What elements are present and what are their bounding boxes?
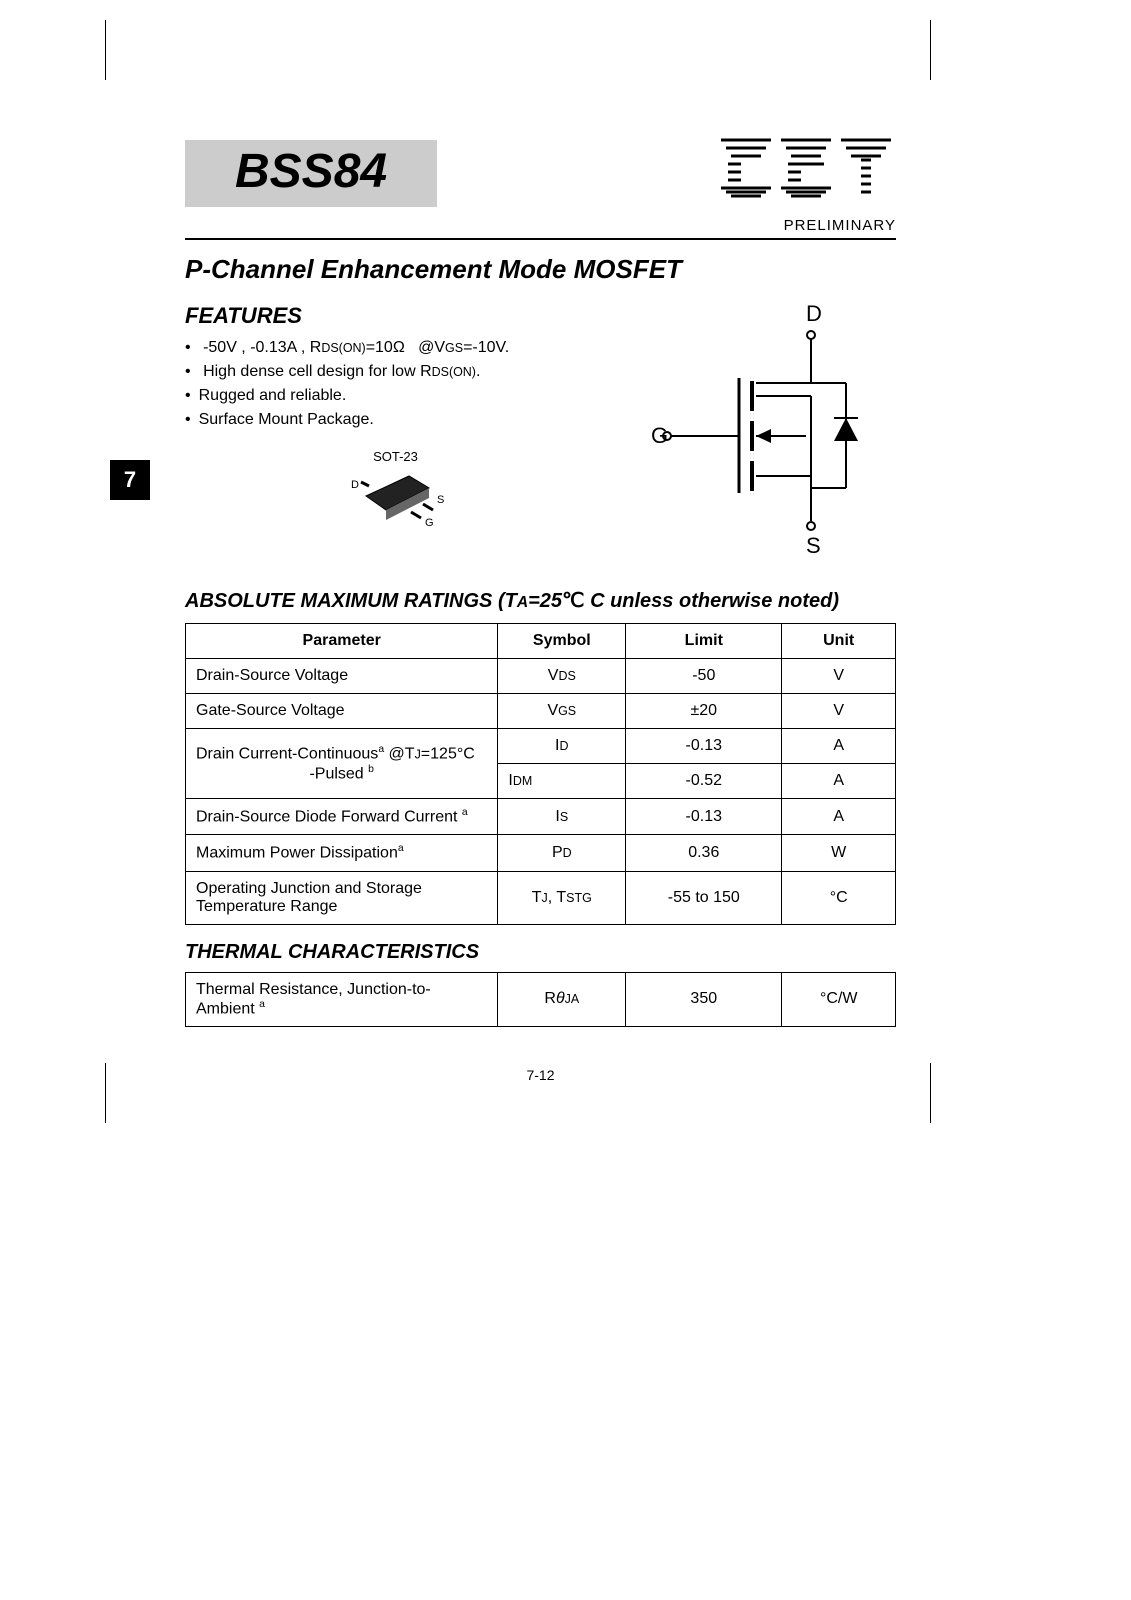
table-row: Operating Junction and Storage Temperatu… — [186, 871, 896, 924]
manufacturer-logo — [716, 130, 896, 205]
table-row: Drain-Source Diode Forward Current a IS … — [186, 799, 896, 835]
feature-item: Surface Mount Package. — [185, 411, 606, 429]
section-tab-number: 7 — [110, 460, 150, 500]
package-diagram: D S G — [341, 468, 451, 528]
part-number: BSS84 — [235, 145, 387, 198]
table-row: Drain-Source Voltage VDS -50 V — [186, 659, 896, 694]
ratings-table: Parameter Symbol Limit Unit Drain-Source… — [185, 623, 896, 925]
svg-text:S: S — [806, 533, 821, 558]
table-row: Maximum Power Dissipationa PD 0.36 W — [186, 835, 896, 871]
svg-text:G: G — [651, 423, 668, 448]
crop-mark — [930, 20, 931, 80]
svg-text:S: S — [437, 494, 444, 506]
thermal-heading: THERMAL CHARACTERISTICS — [185, 941, 896, 964]
features-heading: FEATURES — [185, 303, 606, 329]
col-unit: Unit — [782, 624, 896, 659]
features-list: -50V , -0.13A , RDS(ON)=10Ω @VGS=-10V. H… — [185, 339, 606, 429]
device-subtitle: P-Channel Enhancement Mode MOSFET — [185, 254, 896, 285]
part-number-box: BSS84 — [185, 140, 437, 207]
header-rule — [185, 238, 896, 240]
crop-mark — [105, 1063, 106, 1123]
col-symbol: Symbol — [498, 624, 626, 659]
mosfet-schematic: D G — [651, 303, 881, 563]
ratings-heading: ABSOLUTE MAXIMUM RATINGS (TA=25℃ C unles… — [185, 588, 896, 613]
svg-text:G: G — [425, 517, 434, 528]
page-number: 7-12 — [185, 1067, 896, 1083]
col-limit: Limit — [626, 624, 782, 659]
crop-mark — [105, 20, 106, 80]
table-row: Thermal Resistance, Junction-to-Ambient … — [186, 972, 896, 1026]
table-row: Gate-Source Voltage VGS ±20 V — [186, 694, 896, 729]
feature-item: -50V , -0.13A , RDS(ON)=10Ω @VGS=-10V. — [185, 339, 606, 357]
col-parameter: Parameter — [186, 624, 498, 659]
svg-text:D: D — [806, 303, 822, 326]
preliminary-label: PRELIMINARY — [185, 217, 896, 234]
feature-item: Rugged and reliable. — [185, 387, 606, 405]
package-label: SOT-23 — [185, 449, 606, 464]
table-row: Drain Current-Continuousa @TJ=125°C -Pul… — [186, 729, 896, 764]
thermal-table: Thermal Resistance, Junction-to-Ambient … — [185, 972, 896, 1027]
crop-mark — [930, 1063, 931, 1123]
svg-text:D: D — [351, 479, 359, 491]
feature-item: High dense cell design for low RDS(ON). — [185, 363, 606, 381]
